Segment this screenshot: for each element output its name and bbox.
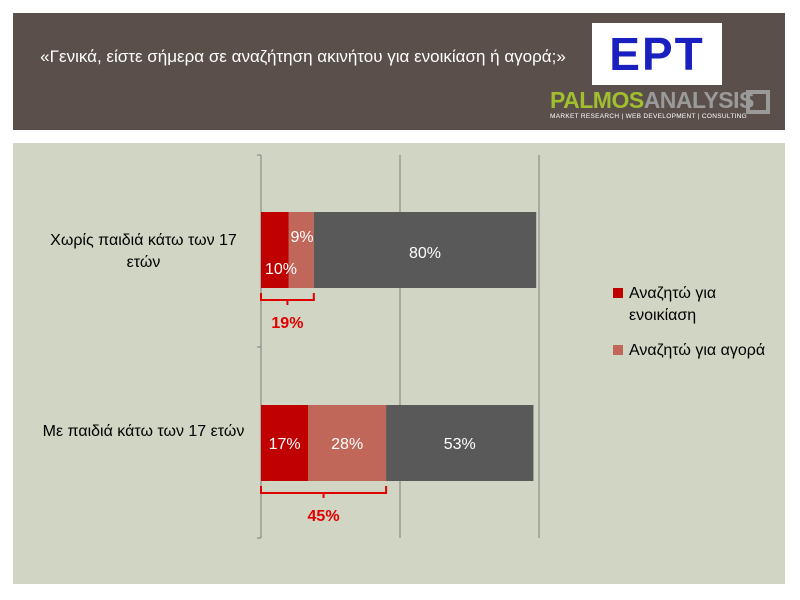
bar-segment — [313, 212, 537, 288]
total-bracket — [260, 486, 388, 494]
category-label-1: Με παιδιά κάτω των 17 ετών — [42, 423, 245, 440]
data-label: 9% — [290, 229, 313, 246]
palmos-logo-part2: ANALYSIS — [643, 87, 755, 113]
legend-swatch-buy — [613, 345, 623, 355]
page-title: «Γενικά, είστε σήμερα σε αναζήτηση ακινή… — [40, 47, 566, 66]
palmos-logo-wordmark: PALMOSANALYSIS — [550, 87, 754, 113]
chart-panel: 10% 9% 80% 17% 28% 53% 19% 45% Χωρίς παιδιά κάτ… — [13, 143, 785, 584]
legend-label-buy: Αναζητώ για αγορά — [629, 342, 766, 359]
bar-segment — [288, 212, 314, 288]
legend-swatch-rent — [613, 288, 623, 298]
palmos-logo-part1: PALMOS — [550, 87, 644, 113]
data-label: 80% — [409, 245, 441, 262]
bar-segment — [386, 405, 534, 481]
data-label: 17% — [269, 436, 301, 453]
ert-logo: ΕΡΤ — [592, 23, 722, 85]
total-bracket — [260, 293, 315, 301]
data-label: 10% — [265, 261, 297, 278]
data-label: 53% — [444, 436, 476, 453]
bar-segment — [261, 405, 309, 481]
bar-segment — [261, 212, 289, 288]
legend-label-rent: Αναζητώ για ενοικίαση — [629, 285, 717, 324]
palmos-logo-tagline: MARKET RESEARCH | WEB DEVELOPMENT | CONS… — [550, 113, 748, 120]
ert-logo-text: ΕΡΤ — [609, 28, 705, 80]
header-banner: «Γενικά, είστε σήμερα σε αναζήτηση ακινή… — [13, 13, 785, 130]
total-label: 19% — [271, 315, 303, 332]
bar-segment — [308, 405, 387, 481]
data-label: 28% — [331, 436, 363, 453]
palmos-logo-square-icon — [746, 90, 770, 114]
stacked-bar-chart: 10% 9% 80% 17% 28% 53% 19% 45% — [257, 154, 540, 539]
total-label: 45% — [308, 508, 340, 525]
palmos-analysis-logo: PALMOSANALYSIS MARKET RESEARCH | WEB DEV… — [550, 87, 780, 127]
category-label-0: Χωρίς παιδιά κάτω των 17 ετών — [50, 232, 237, 271]
